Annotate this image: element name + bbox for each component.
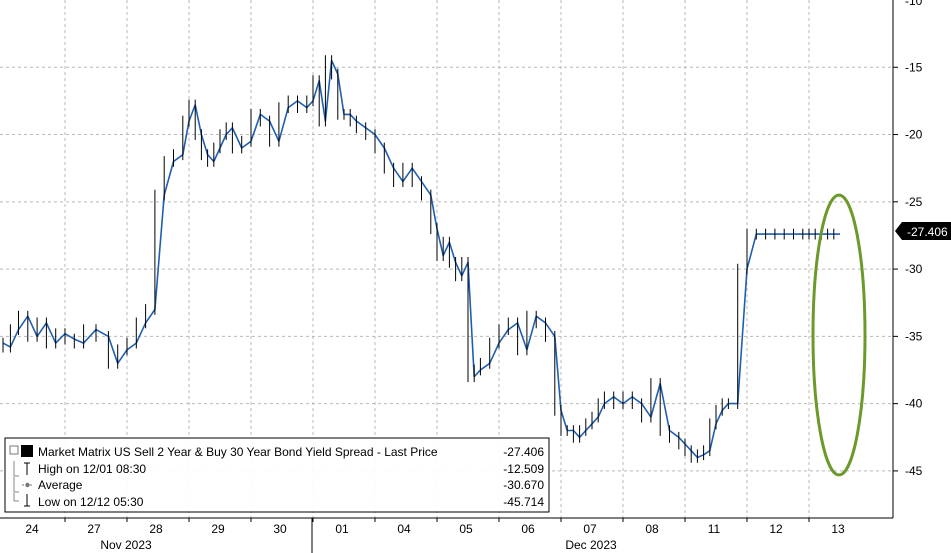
x-tick-label: 28 <box>149 522 163 536</box>
y-tick-label: -35 <box>905 329 923 343</box>
x-tick-label: 05 <box>459 522 473 536</box>
legend-row-last-price: Market Matrix US Sell 2 Year & Buy 30 Ye… <box>9 445 544 459</box>
x-axis: 24 27 28 29 30 01 04 05 06 07 08 11 12 13 <box>25 518 845 536</box>
legend-value: -45.714 <box>503 495 544 509</box>
legend-swatch-icon <box>21 445 33 457</box>
legend-box <box>4 437 550 513</box>
grid-lines <box>0 0 893 518</box>
legend-label: Low on 12/12 05:30 <box>38 495 144 509</box>
y-axis: -10 -15 -20 -25 -30 -35 -40 -45 <box>893 0 923 478</box>
x-tick-label: 04 <box>397 522 411 536</box>
y-tick-label: -25 <box>905 195 923 209</box>
y-tick-label: -40 <box>905 397 923 411</box>
spread-line <box>2 59 840 459</box>
x-tick-label: 07 <box>583 522 597 536</box>
legend-row-low: Low on 12/12 05:30 -45.714 <box>13 493 544 509</box>
month-label-dec: Dec 2023 <box>565 538 617 552</box>
average-dot-icon <box>25 482 30 488</box>
x-tick-label: 01 <box>335 522 349 536</box>
low-marker-icon <box>24 494 30 507</box>
legend-row-high: High on 12/01 08:30 -12.509 <box>13 461 544 477</box>
last-value-label: -27.406 <box>895 222 951 240</box>
y-tick-label: -15 <box>905 60 923 74</box>
legend-value: -30.670 <box>503 478 544 492</box>
x-tick-label: 24 <box>25 522 39 536</box>
legend-value: -27.406 <box>503 445 544 459</box>
high-marker-icon <box>24 462 30 475</box>
month-label-nov: Nov 2023 <box>100 538 152 552</box>
x-tick-label: 29 <box>211 522 225 536</box>
tree-branch-icon <box>13 493 19 502</box>
x-tick-label: 06 <box>521 522 535 536</box>
legend-row-average: Average -30.670 <box>13 477 544 493</box>
y-tick-label: -20 <box>905 128 923 142</box>
tree-branch-icon <box>13 461 19 477</box>
y-tick-label: -30 <box>905 262 923 276</box>
y-tick-label: -10 <box>905 0 923 8</box>
legend-value: -12.509 <box>503 462 544 476</box>
tree-branch-icon <box>13 477 19 493</box>
last-value-label-text: -27.406 <box>907 225 948 239</box>
last-value-label-bg <box>895 222 951 240</box>
legend-label: High on 12/01 08:30 <box>38 462 146 476</box>
legend-label: Average <box>38 478 83 492</box>
annotation-layer <box>811 193 867 477</box>
legend-label: Market Matrix US Sell 2 Year & Buy 30 Ye… <box>38 445 438 459</box>
x-tick-label: 11 <box>708 522 721 536</box>
x-tick-label: 27 <box>87 522 101 536</box>
x-tick-label: 12 <box>769 522 783 536</box>
highlight-ellipse <box>811 193 867 477</box>
x-tick-label: 30 <box>273 522 287 536</box>
y-tick-label: -45 <box>905 464 923 478</box>
legend: Market Matrix US Sell 2 Year & Buy 30 Ye… <box>4 437 550 513</box>
x-tick-label: 13 <box>831 522 845 536</box>
x-tick-label: 08 <box>645 522 659 536</box>
legend-toggle-icon <box>9 445 19 455</box>
